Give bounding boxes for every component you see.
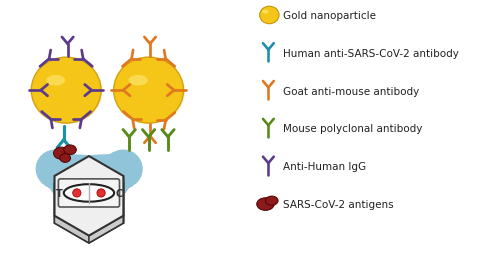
Ellipse shape bbox=[64, 145, 76, 155]
Ellipse shape bbox=[262, 11, 268, 14]
Ellipse shape bbox=[114, 58, 184, 124]
FancyBboxPatch shape bbox=[58, 179, 120, 207]
Ellipse shape bbox=[31, 58, 101, 124]
Circle shape bbox=[72, 189, 81, 197]
Text: Goat anti-mouse antibody: Goat anti-mouse antibody bbox=[283, 86, 419, 96]
Ellipse shape bbox=[64, 184, 114, 202]
Text: T: T bbox=[56, 188, 62, 198]
Ellipse shape bbox=[34, 60, 102, 124]
Text: Human anti-SARS-CoV-2 antibody: Human anti-SARS-CoV-2 antibody bbox=[283, 49, 459, 59]
Text: SARS-CoV-2 antigens: SARS-CoV-2 antigens bbox=[283, 199, 394, 209]
Ellipse shape bbox=[256, 198, 274, 211]
Ellipse shape bbox=[46, 76, 66, 86]
Text: Anti-Human IgG: Anti-Human IgG bbox=[283, 162, 366, 172]
Ellipse shape bbox=[31, 58, 101, 124]
Polygon shape bbox=[54, 216, 89, 243]
Polygon shape bbox=[54, 164, 124, 243]
Text: Mouse polyclonal antibody: Mouse polyclonal antibody bbox=[283, 124, 422, 134]
Ellipse shape bbox=[32, 59, 102, 124]
Ellipse shape bbox=[128, 76, 148, 86]
Ellipse shape bbox=[115, 59, 184, 124]
Polygon shape bbox=[89, 216, 124, 243]
Ellipse shape bbox=[118, 61, 185, 124]
Ellipse shape bbox=[114, 58, 184, 124]
Text: Gold nanoparticle: Gold nanoparticle bbox=[283, 11, 376, 21]
Ellipse shape bbox=[260, 7, 279, 25]
Polygon shape bbox=[54, 156, 124, 236]
Ellipse shape bbox=[116, 60, 184, 124]
Circle shape bbox=[97, 189, 105, 197]
Ellipse shape bbox=[54, 148, 69, 160]
Ellipse shape bbox=[60, 154, 70, 163]
Ellipse shape bbox=[36, 61, 102, 124]
Ellipse shape bbox=[266, 196, 278, 205]
Text: C: C bbox=[116, 188, 122, 198]
